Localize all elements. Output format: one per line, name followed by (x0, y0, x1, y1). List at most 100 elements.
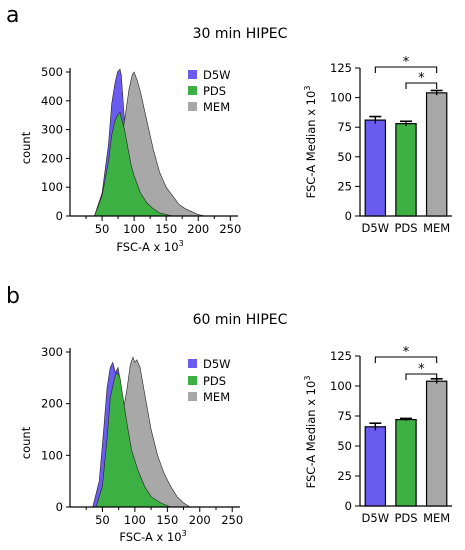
y-tick-label: 0 (56, 500, 63, 514)
histogram-b-axes: 0 100 200 300 50 100 150 200 250 (41, 345, 243, 527)
significance-bracket (405, 373, 438, 380)
y-tick-label: 0 (345, 499, 352, 513)
significance-bracket (374, 356, 438, 363)
x-tick-label: 200 (189, 513, 211, 527)
x-tick-label: 50 (95, 222, 110, 236)
significance-star: * (403, 345, 410, 360)
legend-label-pds: PDS (203, 374, 226, 388)
y-tick-label: 100 (330, 91, 352, 105)
significance-star: * (418, 71, 425, 86)
panel-a-letter: a (6, 3, 19, 28)
bar-chart-a-bars: D5W PDS MEM * * (362, 55, 451, 235)
significance-star: * (403, 55, 410, 70)
legend-label-d5w: D5W (203, 68, 231, 82)
histogram-b-xlabel-main: FSC-A x 10 (119, 530, 181, 544)
x-tick-label: D5W (362, 221, 390, 235)
histogram-b-xlabel: FSC-A x 103 (119, 529, 186, 544)
legend-swatch-pds (188, 86, 197, 95)
panel-b: b 60 min HIPEC 0 100 200 300 50 100 150 200 250 … (6, 284, 452, 544)
y-tick-label: 500 (41, 65, 63, 79)
y-tick-label: 100 (41, 448, 63, 462)
x-tick-label: PDS (394, 221, 417, 235)
bar-pds (395, 123, 417, 217)
y-tick-label: 75 (337, 120, 352, 134)
bar-chart-b-ylabel-sup: 3 (303, 376, 312, 381)
bar-chart-a-ylabel-main: FSC-A Median x 10 (304, 91, 318, 199)
legend-label-mem: MEM (203, 100, 230, 114)
bar-d5w (364, 426, 387, 507)
y-tick-label: 50 (337, 439, 352, 453)
x-tick-label: 100 (124, 513, 146, 527)
bar-chart-b-bars: D5W PDS MEM * * (362, 345, 451, 525)
y-tick-label: 100 (330, 379, 352, 393)
histogram-a-ylabel: count (19, 131, 33, 164)
legend-label-mem: MEM (203, 390, 230, 404)
histogram-a-xlabel-main: FSC-A x 10 (116, 240, 178, 254)
y-tick-label: 200 (41, 397, 63, 411)
y-tick-label: 0 (56, 209, 63, 223)
x-tick-label: 50 (95, 513, 110, 527)
histogram-a-axes: 0 100 200 300 400 500 50 100 150 200 250 (41, 65, 241, 236)
x-tick-label: MEM (423, 511, 450, 525)
significance-star: * (418, 362, 425, 377)
y-tick-label: 0 (345, 209, 352, 223)
x-tick-label: D5W (362, 511, 390, 525)
panel-b-title: 60 min HIPEC (193, 312, 288, 328)
bar-chart-b: 0 25 50 75 100 125 D5W PDS MEM * * FSC-A Median x… (303, 345, 452, 525)
x-tick-label: MEM (423, 221, 450, 235)
histogram-b-curves (92, 356, 191, 508)
y-tick-label: 75 (337, 409, 352, 423)
x-tick-label: PDS (394, 511, 417, 525)
y-tick-label: 100 (41, 180, 63, 194)
bar-chart-b-ylabel-main: FSC-A Median x 10 (304, 381, 318, 489)
x-tick-label: 150 (155, 222, 177, 236)
legend-swatch-mem (188, 102, 197, 111)
histogram-a-xlabel-sup: 3 (179, 239, 184, 248)
bar-mem (425, 92, 448, 217)
panel-a-title: 30 min HIPEC (193, 26, 288, 42)
y-tick-label: 300 (41, 345, 63, 359)
legend-swatch-d5w (188, 70, 197, 79)
x-tick-label: 200 (187, 222, 209, 236)
y-tick-label: 400 (41, 94, 63, 108)
x-tick-label: 250 (221, 513, 243, 527)
y-tick-label: 125 (330, 349, 352, 363)
legend-label-pds: PDS (203, 84, 226, 98)
bar-chart-b-axes: 0 25 50 75 100 125 (330, 349, 452, 513)
legend-swatch-d5w (188, 359, 197, 368)
legend-label-d5w: D5W (203, 357, 231, 371)
panel-b-letter: b (6, 284, 20, 309)
x-tick-label: 150 (156, 513, 178, 527)
histogram-b-xlabel-sup: 3 (182, 529, 187, 538)
y-tick-label: 50 (337, 150, 352, 164)
histogram-a-xlabel: FSC-A x 103 (116, 239, 183, 254)
legend-swatch-mem (188, 392, 197, 401)
histogram-b-ylabel: count (19, 426, 33, 459)
x-tick-label: 100 (123, 222, 145, 236)
y-tick-label: 25 (337, 469, 352, 483)
histogram-a: 0 100 200 300 400 500 50 100 150 200 250 count FSC… (19, 65, 241, 254)
significance-bracket (374, 66, 438, 73)
bar-chart-a: 0 25 50 75 100 125 D5W PDS MEM * * FSC-A Median x… (303, 55, 452, 235)
histogram-a-curves (94, 68, 205, 217)
histogram-series-pds (94, 111, 173, 217)
histogram-b: 0 100 200 300 50 100 150 200 250 count FSC-A x 1… (19, 345, 243, 544)
histogram-series-pds (95, 372, 171, 508)
legend-swatch-pds (188, 376, 197, 385)
histogram-a-legend: D5W PDS MEM (188, 68, 231, 114)
bar-chart-b-ylabel: FSC-A Median x 103 (303, 376, 318, 489)
y-tick-label: 300 (41, 123, 63, 137)
significance-bracket (405, 82, 438, 89)
bar-chart-a-ylabel-sup: 3 (303, 86, 312, 91)
y-tick-label: 25 (337, 179, 352, 193)
bar-chart-a-ylabel: FSC-A Median x 103 (303, 86, 318, 199)
bar-d5w (364, 119, 387, 217)
bar-mem (425, 380, 448, 507)
y-tick-label: 125 (330, 61, 352, 75)
x-tick-label: 250 (219, 222, 241, 236)
histogram-b-legend: D5W PDS MEM (188, 357, 231, 404)
y-tick-label: 200 (41, 151, 63, 165)
bar-pds (395, 419, 417, 507)
